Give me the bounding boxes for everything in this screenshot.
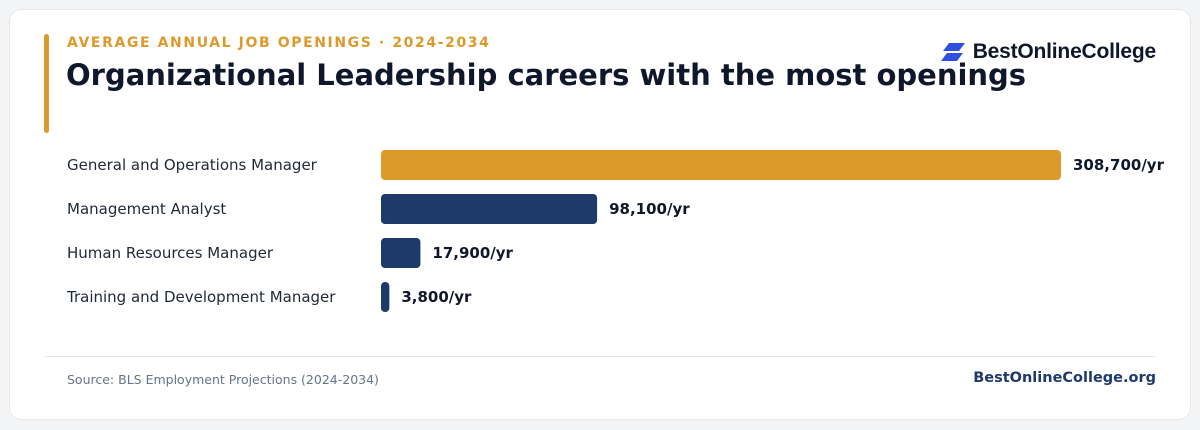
brand-logo-lockup[interactable]: BestOnlineCollege bbox=[940, 40, 1156, 64]
value-label: 98,100/yr bbox=[609, 200, 690, 218]
bar[interactable] bbox=[381, 282, 390, 312]
category-label: Management Analyst bbox=[67, 200, 226, 218]
value-label: 3,800/yr bbox=[401, 288, 472, 306]
bar[interactable] bbox=[381, 194, 598, 224]
site-link[interactable]: BestOnlineCollege.org bbox=[973, 370, 1156, 386]
stacked-parallelogram-logo-icon bbox=[940, 43, 965, 61]
brand-name: BestOnlineCollege bbox=[972, 40, 1157, 63]
bar[interactable] bbox=[381, 150, 1061, 180]
value-label: 308,700/yr bbox=[1073, 156, 1165, 174]
source-note: Source: BLS Employment Projections (2024… bbox=[67, 372, 379, 387]
accent-bar bbox=[44, 34, 49, 133]
chart-card: AVERAGE ANNUAL JOB OPENINGS · 2024-2034 … bbox=[9, 9, 1191, 420]
category-label: Training and Development Manager bbox=[66, 288, 336, 306]
category-label: General and Operations Manager bbox=[67, 156, 318, 174]
value-label: 17,900/yr bbox=[432, 244, 513, 262]
footer-divider bbox=[44, 356, 1156, 357]
chart-eyebrow: AVERAGE ANNUAL JOB OPENINGS · 2024-2034 bbox=[67, 35, 491, 51]
category-label: Human Resources Manager bbox=[67, 244, 274, 262]
bar[interactable] bbox=[381, 238, 421, 268]
bar-chart: General and Operations Manager 308,700/yr… bbox=[66, 150, 1165, 312]
chart-title: Organizational Leadership careers with t… bbox=[66, 58, 1027, 92]
